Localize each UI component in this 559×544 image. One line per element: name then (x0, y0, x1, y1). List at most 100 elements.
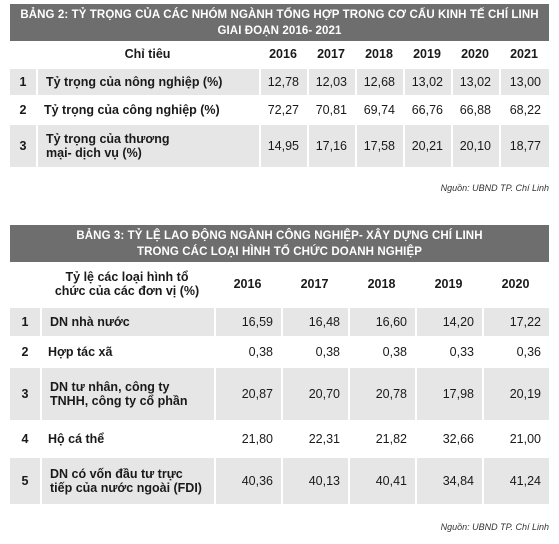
cell-value: 12,03 (307, 67, 355, 95)
table-3-grid: Tỷ lệ các loại hình tổ chức của các đơn … (10, 262, 549, 504)
year-header: 2018 (365, 47, 393, 61)
cell-value: 0,38 (281, 336, 348, 366)
cell-value: 16,48 (281, 306, 348, 336)
row-label-line2: mại- dịch vụ (%) (46, 146, 142, 160)
cell-value: 0,33 (415, 336, 482, 366)
year-header: 2018 (367, 277, 396, 291)
year-header: 2016 (269, 47, 297, 61)
year-header: 2017 (300, 277, 329, 291)
row-label: Tỷ trọng của nông nghiệp (%) (36, 67, 259, 95)
table-3: BẢNG 3: TỶ LỆ LAO ĐỘNG NGÀNH CÔNG NGHIỆP… (10, 225, 549, 504)
cell-value: 66,88 (451, 95, 499, 123)
table-2-title: BẢNG 2: TỶ TRỌNG CỦA CÁC NHÓM NGÀNH TỔNG… (10, 4, 549, 41)
cell-value: 16,59 (214, 306, 281, 336)
cell-value: 20,70 (281, 366, 348, 420)
row-number: 3 (10, 123, 36, 167)
cell-value: 68,22 (499, 95, 549, 123)
cell-value: 34,84 (415, 456, 482, 504)
row-label: Hộ cá thể (40, 420, 214, 456)
cell-value: 0,36 (482, 336, 549, 366)
cell-value: 0,38 (348, 336, 415, 366)
table-2-source: Nguồn: UBND TP. Chí Linh (440, 183, 549, 193)
cell-value: 12,78 (259, 67, 307, 95)
cell-value: 12,68 (355, 67, 403, 95)
row-label: DN tư nhân, công ty TNHH, công ty cổ phầ… (40, 366, 214, 420)
cell-value: 66,76 (403, 95, 451, 123)
table-2-header-row: Chỉ tiêu 2016 2017 2018 2019 2020 2021 (10, 41, 549, 67)
row-number: 1 (10, 306, 40, 336)
row-number: 4 (10, 420, 40, 456)
cell-value: 13,02 (403, 67, 451, 95)
cell-value: 20,78 (348, 366, 415, 420)
year-header: 2017 (317, 47, 345, 61)
table-2: BẢNG 2: TỶ TRỌNG CỦA CÁC NHÓM NGÀNH TỔNG… (10, 4, 549, 167)
cell-value: 20,87 (214, 366, 281, 420)
row-number: 3 (10, 366, 40, 420)
cell-value: 21,80 (214, 420, 281, 456)
row-label-line1: DN tư nhân, công ty (50, 380, 170, 394)
cell-value: 14,95 (259, 123, 307, 167)
row-number: 1 (10, 67, 36, 95)
cell-value: 41,24 (482, 456, 549, 504)
cell-value: 17,98 (415, 366, 482, 420)
header-label-line2: chức của các đơn vị (%) (54, 284, 200, 298)
table-2-title-line1: BẢNG 2: TỶ TRỌNG CỦA CÁC NHÓM NGÀNH TỔNG… (20, 9, 539, 21)
table-row: 3 Tỷ trọng của thương mại- dịch vụ (%) 1… (10, 123, 549, 167)
cell-value: 20,21 (403, 123, 451, 167)
row-number: 5 (10, 456, 40, 504)
year-header: 2020 (461, 47, 489, 61)
cell-value: 69,74 (355, 95, 403, 123)
row-label: Tỷ trọng của thương mại- dịch vụ (%) (36, 123, 259, 167)
table-row: 1 DN nhà nước 16,59 16,48 16,60 14,20 17… (10, 306, 549, 336)
year-header: 2016 (233, 277, 262, 291)
cell-value: 40,13 (281, 456, 348, 504)
table-3-source: Nguồn: UBND TP. Chí Linh (440, 522, 549, 532)
cell-value: 70,81 (307, 95, 355, 123)
cell-value: 17,58 (355, 123, 403, 167)
year-header: 2021 (510, 47, 538, 61)
year-header: 2019 (434, 277, 463, 291)
cell-value: 17,16 (307, 123, 355, 167)
cell-value: 13,00 (499, 67, 549, 95)
row-label: Hợp tác xã (40, 336, 214, 366)
cell-value: 0,38 (214, 336, 281, 366)
cell-value: 16,60 (348, 306, 415, 336)
row-label-line2: TNHH, công ty cổ phần (50, 394, 188, 408)
table-row: 5 DN có vốn đầu tư trực tiếp của nước ng… (10, 456, 549, 504)
cell-value: 22,31 (281, 420, 348, 456)
table-2-header-label: Chỉ tiêu (124, 47, 171, 61)
cell-value: 40,41 (348, 456, 415, 504)
year-header: 2019 (413, 47, 441, 61)
row-label-line2: tiếp của nước ngoài (FDI) (50, 481, 202, 495)
row-label: DN nhà nước (40, 306, 214, 336)
cell-value: 17,22 (482, 306, 549, 336)
cell-value: 20,19 (482, 366, 549, 420)
row-number: 2 (10, 95, 36, 123)
year-header: 2020 (501, 277, 530, 291)
header-label-line1: Tỷ lệ các loại hình tổ (65, 270, 189, 284)
cell-value: 13,02 (451, 67, 499, 95)
table-row: 2 Hợp tác xã 0,38 0,38 0,38 0,33 0,36 (10, 336, 549, 366)
cell-value: 20,10 (451, 123, 499, 167)
row-label: DN có vốn đầu tư trực tiếp của nước ngoà… (40, 456, 214, 504)
row-label: Tỷ trọng của công nghiệp (%) (36, 95, 259, 123)
table-2-title-line2: GIAI ĐOẠN 2016- 2021 (217, 25, 342, 37)
row-number: 2 (10, 336, 40, 366)
cell-value: 72,27 (259, 95, 307, 123)
cell-value: 32,66 (415, 420, 482, 456)
table-row: 2 Tỷ trọng của công nghiệp (%) 72,27 70,… (10, 95, 549, 123)
cell-value: 40,36 (214, 456, 281, 504)
row-label-line1: DN có vốn đầu tư trực (50, 467, 183, 481)
table-3-title-line2: TRONG CÁC LOẠI HÌNH TỔ CHỨC DOANH NGHIỆP (136, 246, 423, 258)
table-2-grid: Chỉ tiêu 2016 2017 2018 2019 2020 2021 1… (10, 41, 549, 167)
cell-value: 14,20 (415, 306, 482, 336)
table-row: 1 Tỷ trọng của nông nghiệp (%) 12,78 12,… (10, 67, 549, 95)
table-row: 3 DN tư nhân, công ty TNHH, công ty cổ p… (10, 366, 549, 420)
cell-value: 21,00 (482, 420, 549, 456)
table-3-title: BẢNG 3: TỶ LỆ LAO ĐỘNG NGÀNH CÔNG NGHIỆP… (10, 225, 549, 262)
table-3-header-label: Tỷ lệ các loại hình tổ chức của các đơn … (40, 262, 214, 306)
cell-value: 21,82 (348, 420, 415, 456)
table-3-title-line1: BẢNG 3: TỶ LỆ LAO ĐỘNG NGÀNH CÔNG NGHIỆP… (76, 230, 483, 242)
table-3-header-row: Tỷ lệ các loại hình tổ chức của các đơn … (10, 262, 549, 306)
cell-value: 18,77 (499, 123, 549, 167)
